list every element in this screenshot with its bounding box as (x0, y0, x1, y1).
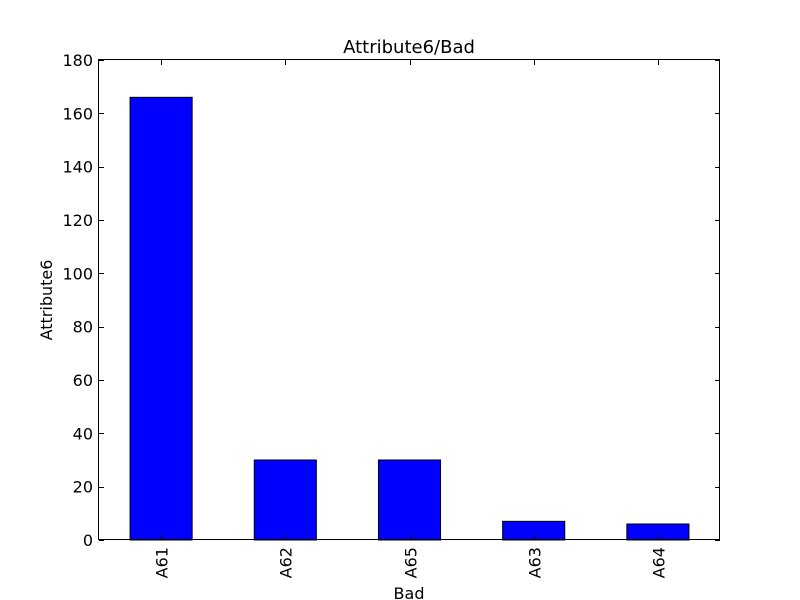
y-tick-label: 0 (83, 531, 93, 550)
y-tick-label: 20 (73, 478, 93, 497)
y-tick-label: 180 (62, 51, 93, 70)
bar-a64 (626, 523, 690, 541)
y-tick-label: 60 (73, 371, 93, 390)
bar-a63 (502, 520, 566, 541)
x-tick-label: A62 (277, 547, 296, 578)
bar-a62 (253, 459, 317, 541)
y-axis-label: Attribute6 (37, 260, 56, 341)
x-tick-label: A65 (402, 547, 421, 578)
bars-layer (129, 96, 690, 541)
x-tick-label: A61 (153, 547, 172, 578)
bar-a65 (377, 459, 442, 541)
plot-frame (98, 59, 720, 540)
x-axis-label: Bad (394, 584, 425, 600)
bar-a61 (129, 96, 193, 541)
y-tick-label: 80 (73, 318, 93, 337)
y-tick-label: 140 (62, 158, 93, 177)
y-tick-label: 40 (73, 424, 93, 443)
y-tick-label: 100 (62, 264, 93, 283)
y-tick-label: 120 (62, 211, 93, 230)
chart-title: Attribute6/Bad (343, 37, 475, 58)
y-axis-ticks: 0 20 40 60 80 100 120 140 160 180 (62, 51, 720, 550)
x-axis-ticks: A61 A62 A65 A63 A64 (153, 60, 669, 578)
x-tick-label: A63 (526, 547, 545, 578)
x-tick-label: A64 (650, 547, 669, 578)
y-tick-label: 160 (62, 104, 93, 123)
